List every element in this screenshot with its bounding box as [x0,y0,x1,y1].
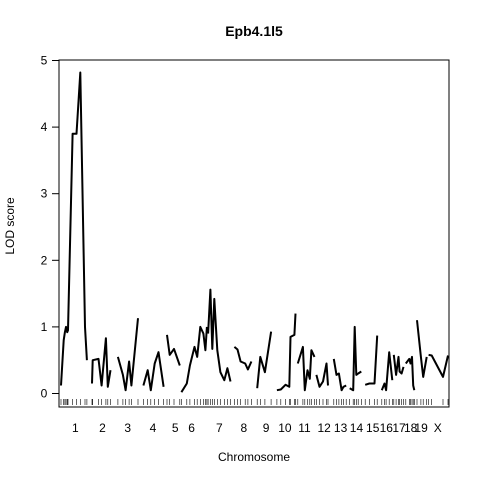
lod-trace-chr-11 [296,345,316,392]
y-tick-label: 5 [41,54,48,68]
lod-trace-chr-2 [91,337,112,388]
marker-rug [60,399,449,405]
chromosome-label-8: 8 [241,421,248,435]
y-tick-label: 0 [41,387,48,401]
y-tick-label: 4 [41,120,48,134]
lod-trace-chr-14 [349,325,362,392]
chart-title: Epb4.1l5 [225,23,283,39]
y-axis: 0 1 2 3 4 5 [41,54,60,401]
y-tick-label: 2 [41,253,48,267]
lod-trace-chr-19 [416,320,428,378]
lod-trace-chr-4 [142,351,165,392]
lod-trace-chr-8 [233,346,253,371]
lod-trace-chr-10 [276,313,297,392]
lod-trace-chr-6 [180,325,208,393]
chromosome-label-16: 16 [380,421,394,435]
lod-trace-chr-18 [405,355,416,391]
y-axis-label: LOD score [3,197,17,255]
lod-trace-chr-9 [256,331,273,389]
chromosome-label-X: X [434,421,442,435]
x-axis-label: Chromosome [218,450,290,464]
chromosome-label-11: 11 [298,421,311,435]
chromosome-label-6: 6 [188,421,195,435]
chromosome-label-3: 3 [124,421,131,435]
lod-trace-chr-17 [392,354,405,376]
chromosome-label-4: 4 [150,421,157,435]
chromosome-label-12: 12 [317,421,331,435]
lod-trace-chr-5 [166,334,181,366]
chromosome-label-15: 15 [366,421,380,435]
chromosome-label-2: 2 [99,421,106,435]
lod-trace-chr-12 [315,362,329,388]
lod-trace-chr-7 [207,288,232,382]
chromosome-label-14: 14 [350,421,364,435]
y-tick-label: 3 [41,187,48,201]
chromosome-label-19: 19 [414,421,428,435]
y-tick-label: 1 [41,320,48,334]
lod-trace-chr-13 [332,358,347,392]
chromosome-label-17: 17 [392,421,406,435]
chromosome-label-13: 13 [334,421,348,435]
lod-trace-chr-3 [116,318,139,392]
chromosome-label-7: 7 [216,421,223,435]
lod-trace-chr-X [428,353,449,378]
lod-trace-chr-15 [364,335,379,386]
lod-trace-chr-16 [380,351,394,392]
chromosome-label-18: 18 [404,421,418,435]
chromosome-label-1: 1 [72,421,79,435]
chromosome-label-5: 5 [172,421,179,435]
chromosome-label-10: 10 [278,421,292,435]
lod-trace-chr-1 [60,71,88,386]
lod-traces [60,71,449,393]
chromosome-label-9: 9 [263,421,270,435]
